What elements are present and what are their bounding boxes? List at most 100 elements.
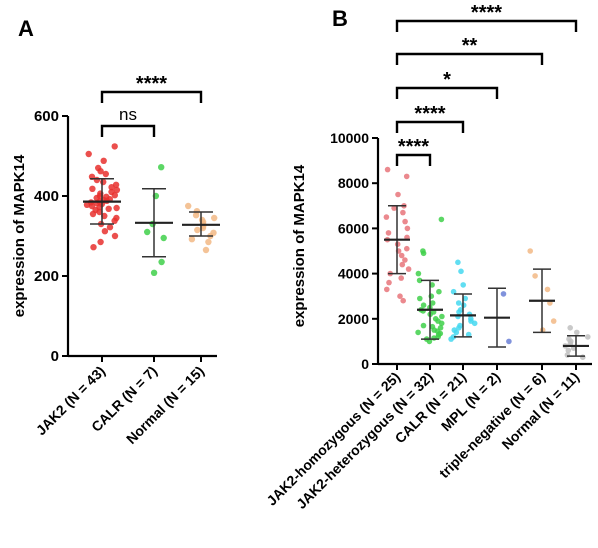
data-point: [420, 250, 427, 257]
data-point: [113, 186, 121, 194]
significance-bracket: [395, 86, 499, 99]
data-point: [398, 275, 405, 281]
data-point: [431, 335, 437, 341]
y-tick-label: 400: [34, 188, 59, 205]
data-point: [465, 331, 472, 338]
data-point: [506, 338, 512, 345]
data-point: [550, 318, 557, 324]
data-point: [384, 286, 390, 293]
data-point: [397, 293, 403, 300]
data-point: [453, 329, 460, 336]
y-tick-label: 0: [361, 356, 369, 372]
significance-label: ****: [136, 73, 167, 95]
data-point: [384, 166, 391, 173]
data-point: [420, 302, 427, 309]
data-point: [567, 325, 573, 331]
data-point: [403, 173, 410, 180]
data-point: [158, 258, 165, 266]
data-point: [544, 286, 551, 293]
data-point: [205, 238, 212, 246]
data-point: [385, 230, 392, 236]
data-point: [564, 352, 571, 358]
data-point: [438, 320, 445, 327]
significance-label: ns: [119, 105, 137, 124]
data-point: [386, 279, 392, 286]
panel-b: 0 2000 4000 6000 8000 10000 expression of MAPK…: [263, 2, 592, 512]
data-point: [398, 252, 405, 259]
data-point: [106, 224, 114, 231]
significance-label: *: [443, 69, 451, 91]
data-point: [532, 273, 538, 279]
data-point: [574, 329, 580, 336]
data-point: [101, 228, 109, 235]
y-axis-label: expression of MAPK14: [291, 164, 308, 327]
significance-label: **: [462, 35, 478, 57]
data-point: [399, 261, 406, 268]
data-point: [471, 320, 478, 327]
significance-bracket: [100, 90, 203, 103]
significance-bracket: [395, 52, 544, 65]
data-point: [96, 208, 103, 216]
panel-a-label: A: [18, 16, 34, 41]
data-point: [450, 288, 457, 295]
data-point: [460, 282, 467, 288]
y-tick-label: 200: [34, 268, 59, 285]
data-point: [105, 205, 112, 212]
data-point: [417, 295, 423, 302]
y-tick-label: 6000: [338, 220, 369, 236]
y-tick-label: 10000: [330, 130, 369, 146]
data-point: [102, 170, 110, 178]
category-label: JAK2-heterozygous (N = 32): [293, 369, 436, 512]
data-point: [416, 277, 423, 284]
data-point: [93, 176, 101, 184]
y-tick-label: 4000: [338, 266, 369, 282]
category-label: JAK2-homozygous (N = 25): [263, 369, 403, 509]
data-point: [85, 150, 92, 158]
data-point: [500, 291, 507, 297]
data-point: [202, 246, 210, 254]
data-point: [89, 210, 97, 218]
data-point: [97, 238, 104, 246]
significance-bracket: [395, 19, 578, 32]
data-point: [113, 204, 120, 212]
data-point: [111, 192, 119, 199]
data-point: [448, 336, 454, 342]
data-point: [111, 217, 118, 224]
data-point: [192, 212, 200, 219]
data-point: [97, 168, 104, 175]
panel-b-label: B: [332, 6, 348, 31]
data-point: [436, 288, 442, 295]
data-point: [456, 325, 462, 331]
y-axis-label: expression of MAPK14: [11, 154, 28, 317]
data-point: [150, 269, 158, 276]
y-tick-label: 600: [34, 108, 59, 125]
data-point: [83, 201, 91, 208]
data-point: [395, 191, 401, 198]
data-point: [194, 226, 201, 234]
y-tick-label: 2000: [338, 311, 369, 327]
data-point: [527, 248, 533, 254]
data-point: [404, 245, 410, 252]
data-point: [426, 338, 433, 345]
y-tick-label: 8000: [338, 175, 369, 191]
data-point: [402, 218, 408, 225]
data-point: [404, 225, 411, 232]
data-point: [111, 143, 118, 150]
y-tick-label: 0: [51, 348, 59, 365]
data-point: [188, 236, 196, 243]
significance-label: ****: [414, 103, 445, 125]
data-point: [158, 164, 165, 171]
data-point: [89, 185, 96, 192]
data-point: [400, 209, 406, 216]
data-point: [565, 347, 572, 354]
significance-bracket: [395, 120, 465, 133]
data-point: [405, 266, 412, 272]
data-point: [439, 313, 445, 320]
significance-bracket: [100, 124, 156, 137]
data-point: [100, 157, 107, 164]
significance-label: ****: [398, 136, 429, 158]
data-point: [438, 216, 445, 223]
data-point: [585, 334, 591, 340]
